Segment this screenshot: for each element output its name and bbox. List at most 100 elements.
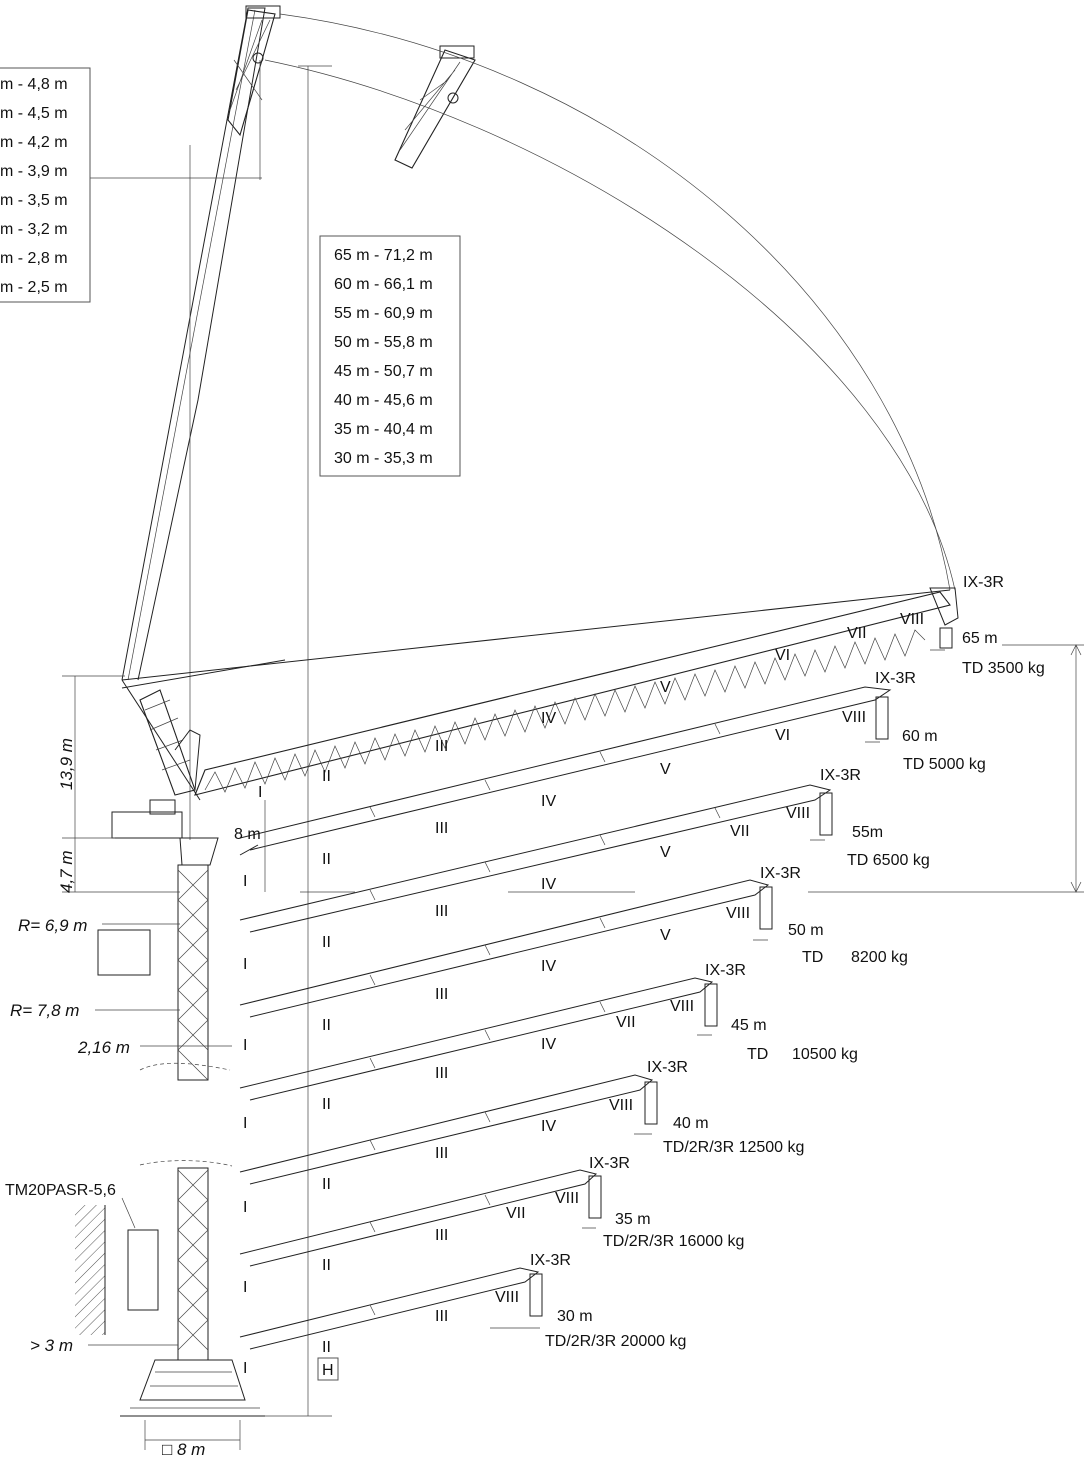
segment-numeral: II xyxy=(322,934,331,951)
segment-numeral: VIII xyxy=(900,611,924,628)
section-label: IX-3R xyxy=(963,574,1004,591)
short-jibs xyxy=(239,686,892,1350)
jib-length: 30 m xyxy=(557,1308,593,1325)
capacity: TD 5000 kg xyxy=(903,756,986,773)
segment-numeral: I xyxy=(243,956,247,973)
segment-numeral: III xyxy=(435,1308,448,1325)
segment-numeral: VII xyxy=(847,625,867,642)
segment-numeral: IV xyxy=(541,710,556,727)
segment-numeral: IV xyxy=(541,1036,556,1053)
label-pointers xyxy=(490,649,945,1329)
jib-length: 55m xyxy=(852,824,883,841)
dim-gt-3: > 3 m xyxy=(30,1336,73,1355)
jib-length: 65 m xyxy=(962,630,998,647)
section-labels: IX-3R IX-3R IX-3R IX-3R IX-3R IX-3R IX-3… xyxy=(530,574,1004,1269)
segment-numeral: IV xyxy=(541,1118,556,1135)
section-label: IX-3R xyxy=(875,670,916,687)
jib-length: 50 m xyxy=(788,922,824,939)
capacity: TD/2R/3R 20000 kg xyxy=(545,1333,686,1350)
segment-numeral: IV xyxy=(541,793,556,810)
dim-13-9: 13,9 m xyxy=(57,738,76,790)
center-table: 65 m - 71,2 m 60 m - 66,1 m 55 m - 60,9 … xyxy=(334,247,433,467)
center-table-row: 40 m - 45,6 m xyxy=(334,392,433,409)
segment-numeral: II xyxy=(322,1176,331,1193)
center-table-row: 30 m - 35,3 m xyxy=(334,450,433,467)
segment-numeral: VI xyxy=(775,727,790,744)
segment-numeral: IV xyxy=(541,958,556,975)
capacity: 8200 kg xyxy=(851,949,908,966)
left-table-row: m - 3,9 m xyxy=(0,163,68,180)
segment-numeral: VIII xyxy=(842,709,866,726)
radius-7-8: R= 7,8 m xyxy=(10,1001,79,1020)
dimension-labels: 13,9 m 4,7 m 8 m R= 6,9 m R= 7,8 m 2,16 … xyxy=(5,738,339,1459)
dim-4-7: 4,7 m xyxy=(57,850,76,893)
segment-numeral: II xyxy=(322,1096,331,1113)
segment-numeral: V xyxy=(660,679,671,696)
segment-numeral: I xyxy=(258,784,262,801)
segment-numeral: VII xyxy=(506,1205,526,1222)
left-table: m - 4,8 m m - 4,5 m m - 4,2 m m - 3,9 m … xyxy=(0,76,68,296)
segment-numeral: I xyxy=(243,1037,247,1054)
center-table-row: 55 m - 60,9 m xyxy=(334,305,433,322)
main-jib-65 xyxy=(121,587,959,796)
section-label: IX-3R xyxy=(820,767,861,784)
left-dimensions xyxy=(62,675,266,1450)
segment-numeral: I xyxy=(243,1279,247,1296)
tie-label: TM20PASR-5,6 xyxy=(5,1182,116,1199)
segment-numeral: II xyxy=(322,1339,331,1356)
segment-numeral: VIII xyxy=(670,998,694,1015)
center-table-row: 45 m - 50,7 m xyxy=(334,363,433,380)
segment-numeral: VIII xyxy=(495,1289,519,1306)
segment-numerals: I II III IV V VI VII VIII I II III IV V … xyxy=(243,611,924,1377)
radius-6-9: R= 6,9 m xyxy=(18,916,87,935)
segment-numeral: VIII xyxy=(609,1097,633,1114)
left-table-row: m - 4,8 m xyxy=(0,76,68,93)
capacity: TD 6500 kg xyxy=(847,852,930,869)
jib-length: 45 m xyxy=(731,1017,767,1034)
h-box xyxy=(317,1357,339,1381)
center-table-frame xyxy=(319,235,461,477)
left-table-row: m - 4,2 m xyxy=(0,134,68,151)
capacity: TD 3500 kg xyxy=(962,660,1045,677)
segment-numeral: VIII xyxy=(555,1190,579,1207)
center-table-row: 60 m - 66,1 m xyxy=(334,276,433,293)
segment-numeral: III xyxy=(435,1145,448,1162)
left-table-frame xyxy=(0,67,91,303)
left-table-row: m - 2,8 m xyxy=(0,250,68,267)
height-dimension xyxy=(90,60,332,1417)
section-label: IX-3R xyxy=(760,865,801,882)
segment-numeral: II xyxy=(322,768,331,785)
base-size: □ 8 m xyxy=(162,1440,205,1459)
segment-numeral: V xyxy=(660,927,671,944)
center-table-row: 65 m - 71,2 m xyxy=(334,247,433,264)
segment-numeral: III xyxy=(435,1065,448,1082)
section-label: IX-3R xyxy=(647,1059,688,1076)
segment-numeral: VIII xyxy=(726,905,750,922)
segment-numeral: III xyxy=(435,738,448,755)
segment-numeral: VII xyxy=(616,1014,636,1031)
h-label: H xyxy=(322,1362,334,1379)
capacity: TD/2R/3R 16000 kg xyxy=(603,1233,744,1250)
capacity-prefix: TD xyxy=(747,1046,768,1063)
capacity: TD/2R/3R 12500 kg xyxy=(663,1139,804,1156)
jib-length: 40 m xyxy=(673,1115,709,1132)
raised-jib xyxy=(121,5,281,681)
right-dimension xyxy=(300,644,1084,893)
segment-numeral: II xyxy=(322,1257,331,1274)
left-table-row: m - 3,2 m xyxy=(0,221,68,238)
segment-numeral: III xyxy=(435,903,448,920)
segment-numeral: VII xyxy=(730,823,750,840)
section-label: IX-3R xyxy=(589,1155,630,1172)
capacity: 10500 kg xyxy=(792,1046,858,1063)
segment-numeral: VIII xyxy=(786,805,810,822)
center-table-row: 50 m - 55,8 m xyxy=(334,334,433,351)
segment-numeral: I xyxy=(243,1115,247,1132)
left-table-row: m - 4,5 m xyxy=(0,105,68,122)
mid-jib xyxy=(394,45,476,169)
capacity-labels: 65 m TD 3500 kg 60 m TD 5000 kg 55m TD 6… xyxy=(545,630,1045,1350)
segment-numeral: I xyxy=(243,1360,247,1377)
segment-numeral: II xyxy=(322,1017,331,1034)
segment-numeral: V xyxy=(660,844,671,861)
jib-length: 60 m xyxy=(902,728,938,745)
